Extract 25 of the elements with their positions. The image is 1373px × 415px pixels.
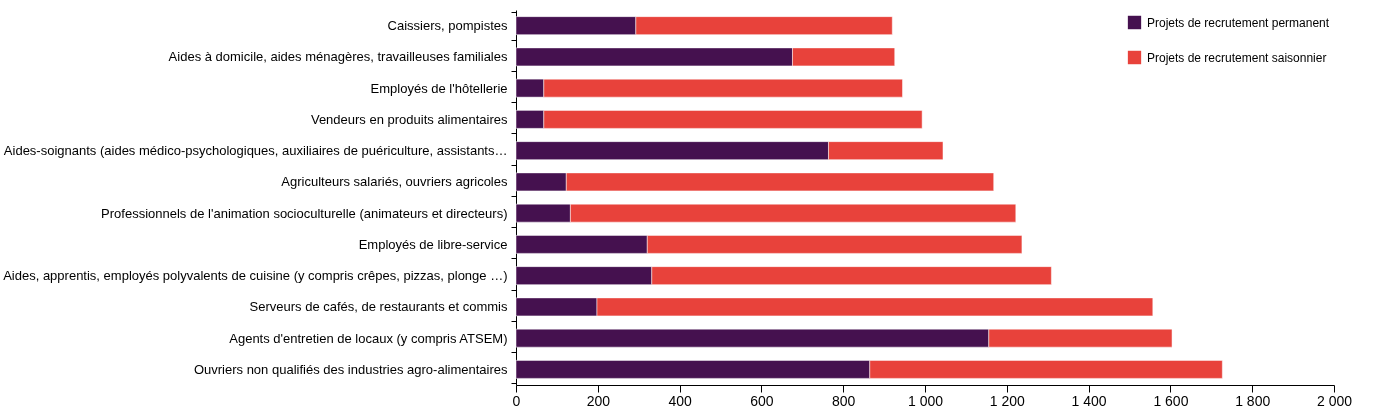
legend-label: Projets de recrutement saisonnier	[1147, 50, 1327, 65]
y-tick-label: Ouvriers non qualifiés des industries agro-alimentaires	[193, 361, 508, 377]
x-tick-label: 1 600	[1153, 392, 1189, 409]
x-tick-label: 1 000	[907, 392, 944, 409]
y-tick-label: Aides-soignants (aides médico-psychologiques, auxiliaires de puériculture, assistants…	[3, 143, 508, 159]
y-tick-label: Professionnels de l'animation socioculturelle (animateurs et directeurs)	[101, 205, 508, 221]
x-tick-label: 400	[668, 392, 692, 409]
y-tick-label: Agents d'entretien de locaux (y compris ATSEM)	[229, 330, 508, 346]
y-tick-label: Vendeurs en produits alimentaires	[310, 111, 508, 127]
x-tick-label: 1 800	[1235, 392, 1271, 409]
x-tick-label: 600	[750, 392, 774, 409]
x-tick-label: 1 200	[989, 392, 1026, 409]
y-tick-label: Aides à domicile, aides ménagères, travailleuses familiales	[168, 49, 508, 65]
y-tick-label: Aides, apprentis, employés polyvalents de cuisine (y compris crêpes, pizzas, plonge …)	[3, 268, 508, 284]
x-tick-label: 200	[586, 392, 611, 409]
x-tick-label: 1 400	[1071, 392, 1107, 409]
y-tick-label: Employés de l'hôtellerie	[370, 80, 508, 96]
y-tick-label: Serveurs de cafés, de restaurants et commis	[249, 299, 508, 315]
legend-label: Projets de recrutement permanent	[1147, 15, 1330, 30]
x-tick-label: 2 000	[1316, 392, 1353, 409]
y-tick-label: Agriculteurs salariés, ouvriers agricoles	[281, 174, 508, 190]
y-tick-label: Employés de libre-service	[358, 236, 508, 252]
x-tick-label: 0	[512, 392, 521, 409]
y-tick-label: Caissiers, pompistes	[387, 18, 508, 34]
x-tick-label: 800	[832, 392, 856, 409]
